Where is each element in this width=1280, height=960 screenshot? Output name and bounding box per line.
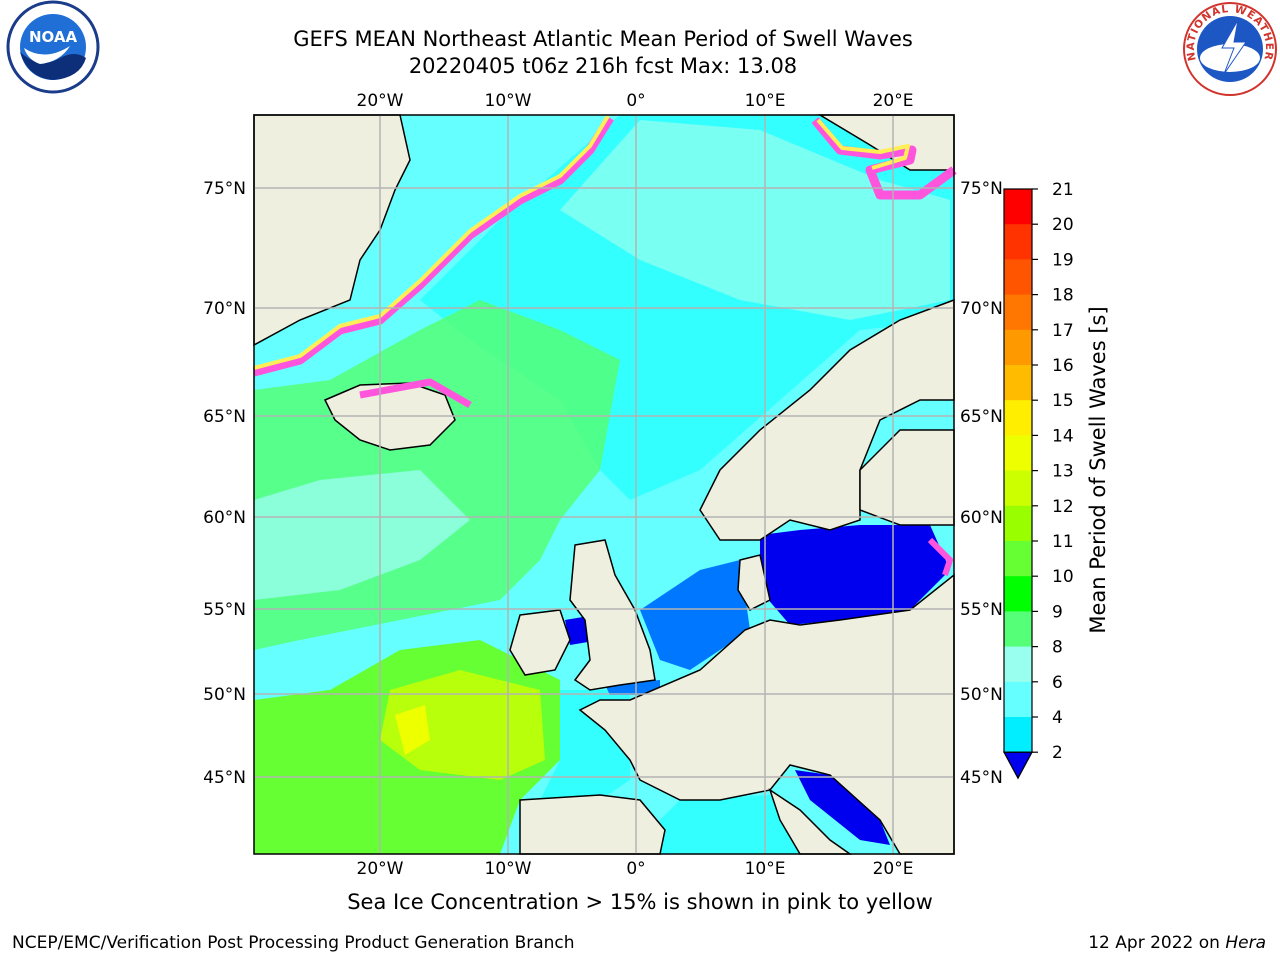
colorbar-tick-label: 6	[1052, 673, 1063, 693]
colorbar-segment	[1004, 435, 1032, 472]
colorbar-segment	[1004, 400, 1032, 436]
swell-region-lightcyan	[560, 120, 950, 320]
lon-label-bottom-10w: 10°W	[485, 859, 532, 879]
sea-ice-caption: Sea Ice Concentration > 15% is shown in …	[347, 890, 933, 914]
lon-label-bottom-20e: 20°E	[873, 859, 914, 879]
colorbar-tick-label: 20	[1052, 215, 1074, 235]
colorbar-tick-label: 16	[1052, 356, 1074, 376]
colorbar-tick-label: 8	[1052, 638, 1063, 658]
colorbar-segment	[1004, 470, 1032, 507]
colorbar-tick-label: 21	[1052, 180, 1074, 200]
colorbar-tick-label: 14	[1052, 426, 1074, 446]
denmark-land	[737, 554, 771, 611]
colorbar-title-text: Mean Period of Swell Waves [s]	[1086, 306, 1110, 634]
lat-label-right-60n: 60°N	[960, 508, 1003, 528]
lat-label-right-55n: 55°N	[960, 600, 1003, 620]
ireland-land	[509, 609, 571, 676]
colorbar-tick-label: 10	[1052, 567, 1074, 587]
colorbar-tick-label: 19	[1052, 250, 1074, 270]
lon-label-top-10w: 10°W	[485, 91, 532, 111]
lat-label-right-70n: 70°N	[960, 299, 1003, 319]
colorbar-segment	[1004, 189, 1032, 225]
map-frame	[253, 114, 955, 855]
chart-title: GEFS MEAN Northeast Atlantic Mean Period…	[293, 27, 913, 51]
swell-region-yellowgreen	[380, 670, 545, 780]
noaa-logo-text: NOAA	[29, 28, 78, 46]
europe-land	[578, 573, 955, 855]
lon-label-top-20e: 20°E	[873, 91, 914, 111]
lat-label-right-45n: 45°N	[960, 768, 1003, 788]
swell-region-adriatic	[795, 770, 890, 845]
colorbar-segment	[1004, 329, 1032, 366]
lon-label-top-10e: 10°E	[745, 91, 786, 111]
footer-date-text: 12 Apr 2022 on	[1088, 933, 1220, 953]
colorbar-tick-label: 4	[1052, 708, 1063, 728]
lat-label-left-65n: 65°N	[203, 407, 246, 427]
colorbar-tick-label: 11	[1052, 532, 1074, 552]
land-masses	[253, 114, 955, 855]
footer-host: Hera	[1225, 933, 1266, 953]
greenland-land	[253, 114, 411, 347]
colorbar-segment	[1004, 541, 1032, 577]
swell-region-northsea	[640, 560, 750, 670]
lon-label-bottom-20w: 20°W	[357, 859, 404, 879]
noaa-logo-icon: NOAA	[6, 0, 100, 94]
lat-label-left-75n: 75°N	[203, 179, 246, 199]
colorbar-segment	[1004, 294, 1032, 331]
footer-date: 12 Apr 2022 on Hera	[1088, 933, 1266, 953]
lat-label-right-65n: 65°N	[960, 407, 1003, 427]
lat-label-left-60n: 60°N	[203, 508, 246, 528]
lat-label-left-70n: 70°N	[203, 299, 246, 319]
lon-label-top-0: 0°	[626, 91, 645, 111]
colorbar-segment	[1004, 259, 1032, 296]
colorbar-segment	[1004, 717, 1032, 753]
lon-label-bottom-0: 0°	[626, 859, 645, 879]
colorbar-segment	[1004, 681, 1032, 718]
iberia-land	[519, 794, 666, 855]
colorbar-tick-label: 17	[1052, 321, 1074, 341]
lon-label-top-20w: 20°W	[357, 91, 404, 111]
colorbar-segment	[1004, 505, 1032, 542]
colorbar-segment	[1004, 646, 1032, 683]
colorbar-extend-triangle	[1002, 751, 1034, 780]
colorbar-segment	[1004, 224, 1032, 260]
lon-label-bottom-10e: 10°E	[745, 859, 786, 879]
colorbar-segment	[1004, 576, 1032, 612]
colorbar-segment	[1004, 611, 1032, 648]
colorbar-tick-label: 15	[1052, 391, 1074, 411]
lat-label-left-45n: 45°N	[203, 768, 246, 788]
sea-ice	[252, 114, 957, 576]
lat-label-left-50n: 50°N	[203, 685, 246, 705]
colorbar-tick-label: 18	[1052, 286, 1074, 306]
swell-region-baltic	[760, 525, 950, 625]
swell-region-lightblue	[254, 470, 470, 600]
colorbar-tick-label: 2	[1052, 743, 1063, 763]
britain-land	[569, 539, 656, 691]
lat-label-left-55n: 55°N	[203, 600, 246, 620]
lat-label-right-75n: 75°N	[960, 179, 1003, 199]
lat-label-right-50n: 50°N	[960, 685, 1003, 705]
colorbar: 21 20 19 18 17 16 15 14 13 12 11 10 9 8 6 4 2	[1002, 180, 1074, 780]
colorbar-tick-label: 13	[1052, 462, 1074, 482]
swell-region-yellow	[395, 705, 430, 755]
chart-subtitle: 20220405 t06z 216h fcst Max: 13.08	[408, 54, 798, 78]
colorbar-segment	[1004, 365, 1032, 401]
graticule	[254, 115, 954, 854]
colorbar-tick-label: 12	[1052, 497, 1074, 517]
colorbar-tick-label: 9	[1052, 602, 1063, 622]
footer-branch: NCEP/EMC/Verification Post Processing Pr…	[12, 933, 575, 953]
